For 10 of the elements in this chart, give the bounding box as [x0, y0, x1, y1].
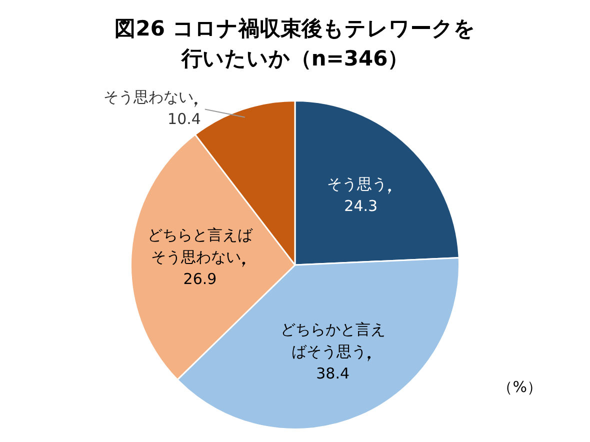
data-label: 26.9 [183, 270, 217, 288]
slice-label: どちらかと言えばそう思う [280, 320, 386, 360]
data-label: 38.4 [316, 364, 350, 382]
slice-label: そう思う [327, 175, 388, 194]
data-label: 10.4 [168, 110, 201, 128]
slice-label: どちらと言えばそう思わない [147, 226, 254, 266]
slice-label: そう思わない [103, 88, 194, 106]
data-label: 24.3 [344, 197, 378, 216]
chart-title: 図26 コロナ禍収束後もテレワークを行いたいか（n=346） [114, 16, 476, 70]
text: （%） [498, 378, 542, 396]
